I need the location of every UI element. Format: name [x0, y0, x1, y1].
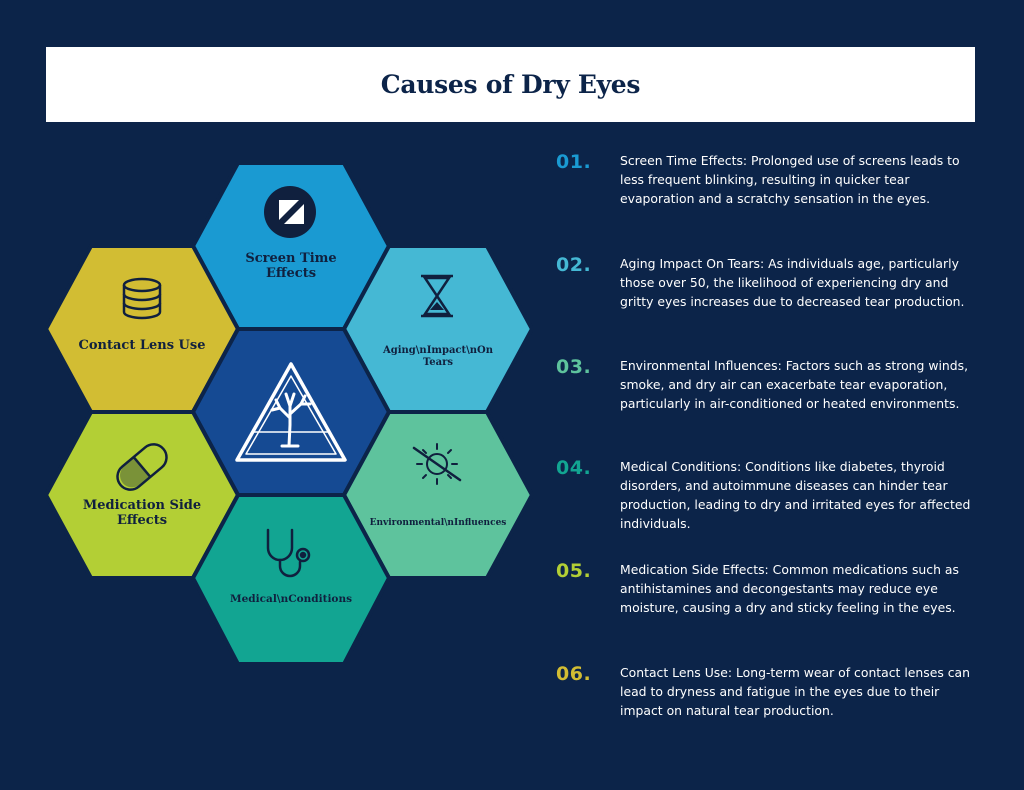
sun-crossed-icon [412, 443, 462, 485]
hex-label-environment: Environmental\nInfluences [369, 518, 507, 528]
hex-label-contact: Contact Lens Use [78, 338, 206, 353]
screen-icon [264, 186, 316, 238]
page-title: Causes of Dry Eyes [380, 70, 641, 99]
item-text: Medical Conditions: Conditions like diab… [620, 459, 971, 531]
item-text: Contact Lens Use: Long-term wear of cont… [620, 665, 971, 718]
item-number: 03. [556, 356, 592, 378]
item-number: 06. [556, 663, 592, 685]
hourglass-icon [421, 274, 453, 318]
hexagon-diagram [44, 161, 534, 666]
item-number: 01. [556, 151, 592, 173]
stethoscope-icon [266, 528, 311, 578]
item-text: Environmental Influences: Factors such a… [620, 358, 969, 411]
hex-label-medical: Medical\nConditions [229, 593, 352, 605]
hex-label-screen-time: Screen Time Effects [245, 251, 337, 281]
title-bar: Causes of Dry Eyes [46, 47, 975, 122]
hex-label-aging: Aging\nImpact\nOn Tears [382, 345, 494, 368]
hexagon-medical [191, 493, 391, 666]
item-text: Aging Impact On Tears: As individuals ag… [620, 256, 965, 309]
item-number: 05. [556, 560, 592, 582]
dry-tree-warning-icon [235, 362, 347, 462]
lens-case-icon [122, 277, 162, 320]
pill-icon [116, 443, 168, 491]
item-number: 02. [556, 254, 592, 276]
hex-label-medication: Medication Side Effects [82, 498, 202, 528]
item-text: Medication Side Effects: Common medicati… [620, 562, 959, 615]
item-text: Screen Time Effects: Prolonged use of sc… [620, 153, 960, 206]
item-number: 04. [556, 457, 592, 479]
